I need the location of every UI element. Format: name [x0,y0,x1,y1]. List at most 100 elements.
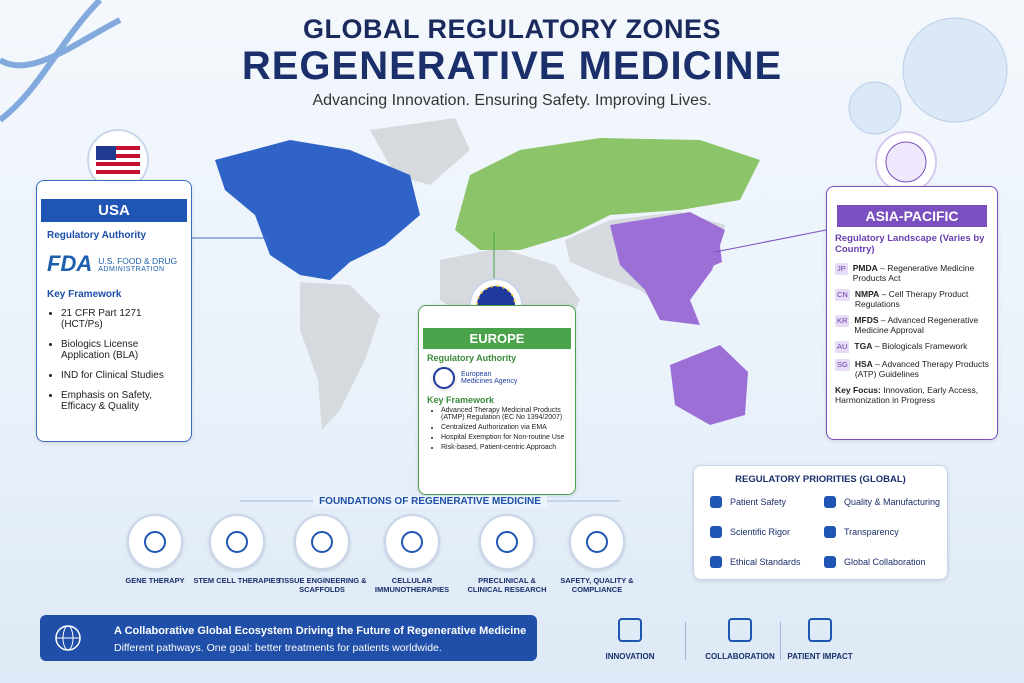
pillar-icon [728,618,752,642]
priority-label: Scientific Rigor [730,527,791,537]
foundation-label: SAFETY, QUALITY & COMPLIANCE [560,576,634,594]
foundation-glyph [401,531,423,553]
south-america [300,282,380,430]
asia-list: JP PMDA – Regenerative Medicine Products … [835,263,989,379]
asia-globe [885,141,927,183]
europe-russia [455,138,760,250]
country-code: AU [835,341,850,353]
usa-authority-label: Regulatory Authority [47,230,147,241]
asia-item-text: PMDA – Regenerative Medicine Products Ac… [853,263,989,283]
priority-item: Ethical Standards [710,556,801,568]
priority-item: Global Collaboration [824,556,926,568]
pillar-icon [808,618,832,642]
banner: A Collaborative Global Ecosystem Driving… [40,615,537,661]
agency: TGA [854,341,873,351]
connector [714,229,827,253]
country-code: JP [835,263,848,275]
foundation-glyph [496,531,518,553]
agency-line1: U.S. FOOD & DRUG [98,255,178,266]
framework-item: IND for Clinical Studies [61,370,181,381]
priority-icon [824,496,836,508]
us-flag [96,146,140,174]
asia-item: KR MFDS – Advanced Regenerative Medicine … [835,315,989,335]
ema-logo [433,367,455,389]
priority-icon [710,526,722,538]
asia-item-text: MFDS – Advanced Regenerative Medicine Ap… [854,315,989,335]
foundation-glyph [311,531,333,553]
agency-line2: ADMINISTRATION [98,265,165,273]
agency: HSA [854,359,873,369]
petri-dish [902,17,1008,123]
europe-authority-label: Regulatory Authority [427,353,517,363]
asia-landscape: Regulatory Landscape (Varies by Country) [835,233,985,255]
decoration: Regulatory Authority FDA U.S. FOOD & DRU… [37,222,191,412]
country-code: SG [835,359,850,371]
priority-icon [824,526,836,538]
foundation-glyph [226,531,248,553]
framework-item: Emphasis on Safety, Efficacy & Quality [61,390,181,412]
foundation-label: PRECLINICAL & CLINICAL RESEARCH [467,576,547,594]
petri-dish [848,81,902,135]
foundation-glyph [144,531,166,553]
country-code: KR [835,315,850,327]
asia-item-text: TGA – Biologicals Framework [854,341,967,353]
priority-icon [710,556,722,568]
foundation-label: STEM CELL THERAPIES [193,576,281,585]
agency-desc: – Cell Therapy Product Regulations [854,289,969,309]
decoration [96,162,140,166]
asia-item: SG HSA – Advanced Therapy Products (ATP) … [835,359,989,379]
framework-item: Risk-based, Patient-centric Approach [441,444,567,451]
usa-card: USA Regulatory Authority FDA U.S. FOOD &… [36,180,192,442]
fda-logo: FDA [47,251,93,276]
agency: PMDA [852,263,878,273]
priority-item: Quality & Manufacturing [824,496,940,508]
subtitle: Advancing Innovation. Ensuring Safety. I… [312,92,712,109]
decoration [96,146,140,150]
priorities-title: REGULATORY PRIORITIES (GLOBAL) [735,474,906,485]
dna-decoration [0,0,122,123]
framework-item: Hospital Exemption for Non-routine Use [441,434,567,441]
priority-icon [824,556,836,568]
banner-subtitle: Different pathways. One goal: better tre… [114,642,442,654]
ema-name: European Medicines Agency [461,371,518,385]
europe-framework-list: Advanced Therapy Medicinal Products (ATM… [427,407,567,451]
focus-text: Innovation, Early Access, Harmonization … [835,385,979,405]
priority-label: Transparency [844,527,899,537]
asia-header: ASIA-PACIFIC [837,205,987,227]
decoration: Regulatory Landscape (Varies by Country)… [827,227,997,405]
framework-item: Advanced Therapy Medicinal Products (ATM… [441,407,567,421]
decoration [96,170,140,174]
europe-header: EUROPE [423,328,571,349]
pillar-label: INNOVATION [605,652,655,661]
decoration: FDA U.S. FOOD & DRUG ADMINISTRATION [47,251,181,277]
priority-label: Patient Safety [730,497,787,507]
pillar-icon [618,618,642,642]
foundations-title-text: FOUNDATIONS OF REGENERATIVE MEDICINE [313,496,547,507]
framework-item: Centralized Authorization via EMA [441,424,567,431]
priority-item: Patient Safety [710,496,786,508]
agency-desc: – Biologicals Framework [874,341,968,351]
foundation-label: TISSUE ENGINEERING & SCAFFOLDS [277,576,367,594]
banner-title: A Collaborative Global Ecosystem Driving… [114,625,527,637]
australia [670,345,748,425]
foundation-label: CELLULAR IMMUNOTHERAPIES [374,576,450,594]
asia-item: JP PMDA – Regenerative Medicine Products … [835,263,989,283]
title-line2: REGENERATIVE MEDICINE [241,44,783,88]
framework-item: Biologics License Application (BLA) [61,339,181,361]
europe-card: EUROPE Regulatory Authority European Med… [418,305,576,495]
agency-desc: – Regenerative Medicine Products Act [852,263,975,283]
decoration: Regulatory Authority European Medicines … [419,349,575,451]
usa-framework-list: 21 CFR Part 1271 (HCT/Ps) Biologics Licen… [47,308,181,412]
priorities-box: REGULATORY PRIORITIES (GLOBAL) Patient S… [693,465,948,580]
decoration [96,146,116,160]
usa-header: USA [41,199,187,222]
asia-item: AU TGA – Biologicals Framework [835,341,989,353]
priority-label: Ethical Standards [730,557,801,567]
decoration [0,17,122,69]
pillar-divider [685,622,686,660]
priority-icon [710,496,722,508]
japan [700,230,722,268]
usa-framework-label: Key Framework [47,289,122,300]
decoration: U.S. FOOD & DRUG ADMINISTRATION [98,256,177,273]
decoration [37,181,191,441]
